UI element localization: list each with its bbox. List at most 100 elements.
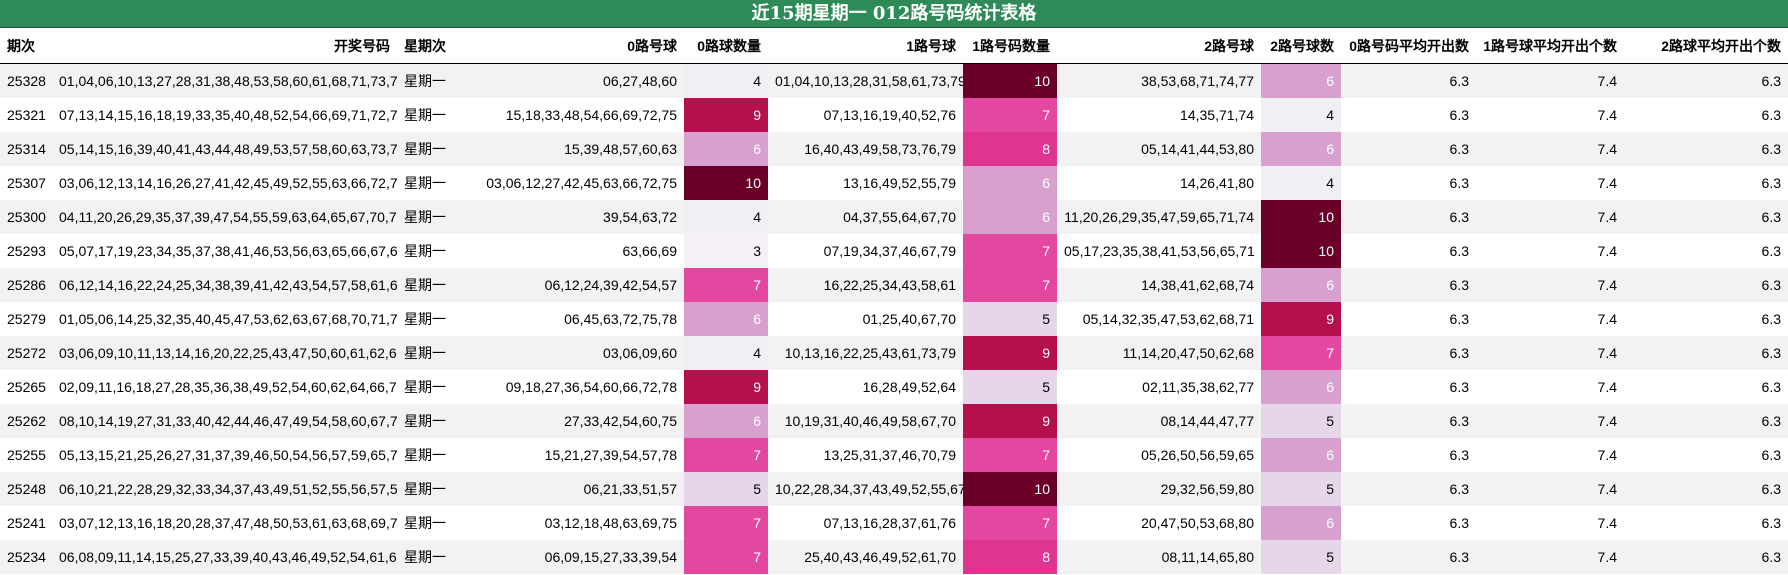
weekday-cell: 星期一 bbox=[397, 132, 457, 166]
road1-count-cell: 10 bbox=[963, 63, 1057, 98]
road0-balls-cell: 06,27,48,60 bbox=[457, 63, 684, 98]
weekday-cell: 星期一 bbox=[397, 302, 457, 336]
road0-balls-cell: 06,09,15,27,33,39,54 bbox=[457, 540, 684, 574]
road1-balls-cell: 07,19,34,37,46,67,79 bbox=[768, 234, 963, 268]
road2-count-cell: 6 bbox=[1261, 438, 1341, 472]
header-row: 期次 开奖号码 星期次 0路号球 0路球数量 1路号球 1路号码数量 2路号球 … bbox=[0, 28, 1788, 64]
road0-avg-cell: 6.3 bbox=[1341, 404, 1476, 438]
road1-balls-cell: 16,28,49,52,64 bbox=[768, 370, 963, 404]
weekday-cell: 星期一 bbox=[397, 268, 457, 302]
road1-avg-cell: 7.4 bbox=[1476, 438, 1624, 472]
header-weekday: 星期次 bbox=[397, 28, 457, 64]
period-cell: 25314 bbox=[0, 132, 52, 166]
road1-count-cell: 6 bbox=[963, 166, 1057, 200]
table-row: 25234 06,08,09,11,14,15,25,27,33,39,40,43… bbox=[0, 540, 1788, 574]
header-road0-balls: 0路号球 bbox=[457, 28, 684, 64]
road1-balls-cell: 25,40,43,46,49,52,61,70 bbox=[768, 540, 963, 574]
table-row: 25265 02,09,11,16,18,27,28,35,36,38,49,52… bbox=[0, 370, 1788, 404]
numbers-cell: 01,04,06,10,13,27,28,31,38,48,53,58,60,6… bbox=[52, 63, 397, 98]
road2-count-cell: 6 bbox=[1261, 506, 1341, 540]
period-cell: 25262 bbox=[0, 404, 52, 438]
road2-balls-cell: 05,14,32,35,47,53,62,68,71 bbox=[1057, 302, 1261, 336]
road1-avg-cell: 7.4 bbox=[1476, 336, 1624, 370]
road0-count-cell: 9 bbox=[684, 98, 768, 132]
road2-balls-cell: 14,35,71,74 bbox=[1057, 98, 1261, 132]
road1-count-cell: 7 bbox=[963, 506, 1057, 540]
road0-count-cell: 6 bbox=[684, 404, 768, 438]
road1-balls-cell: 01,25,40,67,70 bbox=[768, 302, 963, 336]
road2-count-cell: 6 bbox=[1261, 370, 1341, 404]
road0-count-cell: 3 bbox=[684, 234, 768, 268]
header-numbers: 开奖号码 bbox=[52, 28, 397, 64]
road0-avg-cell: 6.3 bbox=[1341, 200, 1476, 234]
road0-count-cell: 6 bbox=[684, 132, 768, 166]
road1-count-cell: 7 bbox=[963, 98, 1057, 132]
road2-avg-cell: 6.3 bbox=[1624, 200, 1788, 234]
road2-count-cell: 4 bbox=[1261, 98, 1341, 132]
road1-balls-cell: 07,13,16,28,37,61,76 bbox=[768, 506, 963, 540]
period-cell: 25265 bbox=[0, 370, 52, 404]
road2-avg-cell: 6.3 bbox=[1624, 472, 1788, 506]
road2-balls-cell: 05,17,23,35,38,41,53,56,65,71 bbox=[1057, 234, 1261, 268]
period-cell: 25307 bbox=[0, 166, 52, 200]
road1-avg-cell: 7.4 bbox=[1476, 234, 1624, 268]
road0-count-cell: 7 bbox=[684, 438, 768, 472]
weekday-cell: 星期一 bbox=[397, 336, 457, 370]
numbers-cell: 02,09,11,16,18,27,28,35,36,38,49,52,54,6… bbox=[52, 370, 397, 404]
road2-avg-cell: 6.3 bbox=[1624, 98, 1788, 132]
road0-balls-cell: 03,12,18,48,63,69,75 bbox=[457, 506, 684, 540]
weekday-cell: 星期一 bbox=[397, 540, 457, 574]
header-road2-count: 2路号球数 bbox=[1261, 28, 1341, 64]
numbers-cell: 03,06,09,10,11,13,14,16,20,22,25,43,47,5… bbox=[52, 336, 397, 370]
period-cell: 25286 bbox=[0, 268, 52, 302]
road0-avg-cell: 6.3 bbox=[1341, 268, 1476, 302]
weekday-cell: 星期一 bbox=[397, 404, 457, 438]
period-cell: 25272 bbox=[0, 336, 52, 370]
period-cell: 25300 bbox=[0, 200, 52, 234]
road1-count-cell: 8 bbox=[963, 540, 1057, 574]
table-title: 近15期星期一 012路号码统计表格 bbox=[0, 0, 1788, 28]
numbers-cell: 05,07,17,19,23,34,35,37,38,41,46,53,56,6… bbox=[52, 234, 397, 268]
road2-balls-cell: 05,26,50,56,59,65 bbox=[1057, 438, 1261, 472]
road2-balls-cell: 08,11,14,65,80 bbox=[1057, 540, 1261, 574]
table-row: 25300 04,11,20,26,29,35,37,39,47,54,55,59… bbox=[0, 200, 1788, 234]
road0-balls-cell: 15,21,27,39,54,57,78 bbox=[457, 438, 684, 472]
weekday-cell: 星期一 bbox=[397, 234, 457, 268]
period-cell: 25328 bbox=[0, 63, 52, 98]
weekday-cell: 星期一 bbox=[397, 506, 457, 540]
road0-count-cell: 7 bbox=[684, 268, 768, 302]
numbers-cell: 03,06,12,13,14,16,26,27,41,42,45,49,52,5… bbox=[52, 166, 397, 200]
numbers-cell: 05,13,15,21,25,26,27,31,37,39,46,50,54,5… bbox=[52, 438, 397, 472]
road2-balls-cell: 14,26,41,80 bbox=[1057, 166, 1261, 200]
weekday-cell: 星期一 bbox=[397, 472, 457, 506]
road2-balls-cell: 29,32,56,59,80 bbox=[1057, 472, 1261, 506]
road2-count-cell: 9 bbox=[1261, 302, 1341, 336]
road2-balls-cell: 02,11,35,38,62,77 bbox=[1057, 370, 1261, 404]
period-cell: 25255 bbox=[0, 438, 52, 472]
road0-balls-cell: 39,54,63,72 bbox=[457, 200, 684, 234]
numbers-cell: 04,11,20,26,29,35,37,39,47,54,55,59,63,6… bbox=[52, 200, 397, 234]
road1-balls-cell: 13,25,31,37,46,70,79 bbox=[768, 438, 963, 472]
road0-balls-cell: 27,33,42,54,60,75 bbox=[457, 404, 684, 438]
road1-balls-cell: 04,37,55,64,67,70 bbox=[768, 200, 963, 234]
road2-avg-cell: 6.3 bbox=[1624, 540, 1788, 574]
road1-balls-cell: 10,13,16,22,25,43,61,73,79 bbox=[768, 336, 963, 370]
header-road1-count: 1路号码数量 bbox=[963, 28, 1057, 64]
table-row: 25241 03,07,12,13,16,18,20,28,37,47,48,50… bbox=[0, 506, 1788, 540]
road1-balls-cell: 16,22,25,34,43,58,61 bbox=[768, 268, 963, 302]
road1-count-cell: 5 bbox=[963, 302, 1057, 336]
weekday-cell: 星期一 bbox=[397, 98, 457, 132]
road2-avg-cell: 6.3 bbox=[1624, 506, 1788, 540]
numbers-cell: 08,10,14,19,27,31,33,40,42,44,46,47,49,5… bbox=[52, 404, 397, 438]
weekday-cell: 星期一 bbox=[397, 438, 457, 472]
road2-balls-cell: 20,47,50,53,68,80 bbox=[1057, 506, 1261, 540]
road0-avg-cell: 6.3 bbox=[1341, 166, 1476, 200]
road0-balls-cell: 06,12,24,39,42,54,57 bbox=[457, 268, 684, 302]
road1-count-cell: 7 bbox=[963, 438, 1057, 472]
period-cell: 25279 bbox=[0, 302, 52, 336]
numbers-cell: 06,12,14,16,22,24,25,34,38,39,41,42,43,5… bbox=[52, 268, 397, 302]
road0-balls-cell: 03,06,09,60 bbox=[457, 336, 684, 370]
table-row: 25286 06,12,14,16,22,24,25,34,38,39,41,42… bbox=[0, 268, 1788, 302]
header-road0-count: 0路球数量 bbox=[684, 28, 768, 64]
road1-avg-cell: 7.4 bbox=[1476, 200, 1624, 234]
